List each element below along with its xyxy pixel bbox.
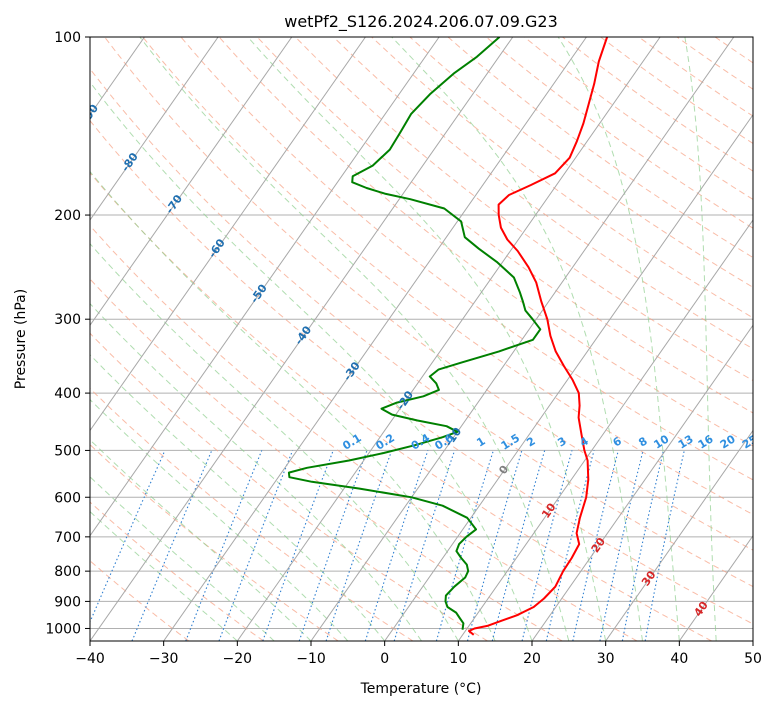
isotherm-line [90, 37, 440, 537]
dry-adiabat-line [90, 501, 264, 641]
isotherm-line [90, 37, 293, 327]
y-tick-label: 800 [54, 564, 81, 580]
x-tick-label: 0 [380, 651, 389, 667]
x-tick-label: 40 [670, 651, 688, 667]
y-axis-label: Pressure (hPa) [13, 289, 29, 389]
moist-adiabat-line [684, 37, 717, 641]
moist-adiabat-line [90, 511, 238, 641]
mixing-ratio-line [545, 450, 595, 641]
sounding-profiles [287, 37, 609, 636]
moist-adiabat-line [557, 37, 680, 641]
x-tick-label: 20 [523, 651, 541, 667]
dewpoint-line [287, 37, 542, 630]
background-grid [90, 37, 753, 629]
dry-adiabat-line [142, 37, 753, 516]
y-tick-label: 900 [54, 594, 81, 610]
moist-adiabat-line [247, 37, 607, 641]
dry-adiabat-line [90, 224, 638, 641]
mixing-ratio-line [185, 450, 263, 641]
mixing-ratio-line [131, 450, 213, 641]
mixing-ratio-line [572, 450, 619, 641]
temperature-line [468, 37, 609, 636]
mixing-ratio-line [521, 450, 573, 641]
dry-adiabat-line [90, 332, 488, 641]
axes: −40 −30 −20 −10 0 10 20 30 40 50 1000 900 800 700 600 5… [45, 30, 762, 667]
dry-adiabat-line [90, 278, 563, 641]
dry-adiabat-line [218, 37, 753, 447]
moist-adiabat-line [90, 476, 275, 641]
isotherm-line [384, 113, 753, 641]
mixing-ratio-line [466, 450, 523, 641]
x-tick-label: 10 [449, 651, 467, 667]
y-tick-label: 500 [54, 443, 81, 459]
dry-adiabat-line [90, 119, 753, 625]
isotherm-line [310, 37, 735, 641]
dry-adiabat-line [90, 68, 753, 588]
isotherm-line [163, 37, 587, 641]
mixing-ratio-line [218, 450, 294, 641]
isotherm-line [90, 37, 366, 432]
dry-adiabat-line [295, 37, 753, 382]
dry-adiabat-line [90, 172, 712, 641]
x-tick-label: 30 [597, 651, 615, 667]
moist-adiabat-line [391, 37, 643, 641]
plot-frame [89, 36, 754, 642]
x-tick-label: −10 [296, 651, 326, 667]
mixing-ratio-line [298, 450, 368, 641]
moist-adiabat-line [90, 81, 533, 641]
dry-adiabat-line [104, 37, 753, 551]
x-tick-label: −20 [223, 651, 253, 667]
isotherms [90, 37, 753, 641]
chart-title: wetPf2_S126.2024.206.07.09.G23 [284, 12, 558, 32]
mixing-ratio-line [262, 450, 334, 641]
x-axis-label: Temperature (°C) [360, 681, 482, 697]
isotherm-line [531, 324, 753, 641]
mixing-ratio-line [325, 450, 393, 641]
y-tick-label: 300 [54, 312, 81, 328]
y-tick-label: 1000 [45, 621, 81, 637]
isotherm-line [90, 37, 219, 221]
x-tick-label: −30 [149, 651, 179, 667]
moist-adiabats [90, 37, 717, 641]
isotherm-line [457, 219, 753, 641]
isotherm-line [678, 534, 753, 641]
dry-adiabat-line [256, 37, 753, 414]
moist-adiabat-line [139, 37, 570, 641]
mixing-ratio-line [90, 450, 166, 624]
x-tick-label: −40 [75, 651, 105, 667]
x-tick-label: 50 [744, 651, 762, 667]
moist-adiabat-line [90, 302, 422, 641]
dry-adiabat-line [409, 37, 753, 288]
y-tick-label: 700 [54, 530, 81, 546]
mixing-ratio-line [435, 450, 494, 641]
y-tick-label: 200 [54, 208, 81, 224]
y-tick-label: 600 [54, 490, 81, 506]
y-tick-label: 100 [54, 30, 81, 46]
y-tick-label: 400 [54, 386, 81, 402]
moist-adiabat-line [90, 170, 496, 641]
moist-adiabat-line [90, 354, 386, 641]
isotherm-line [90, 37, 514, 641]
mixing-ratio-line [364, 450, 429, 641]
isotherm-line [236, 37, 661, 641]
isotherm-label: -90 [79, 102, 101, 126]
isotherm-line [605, 429, 753, 641]
